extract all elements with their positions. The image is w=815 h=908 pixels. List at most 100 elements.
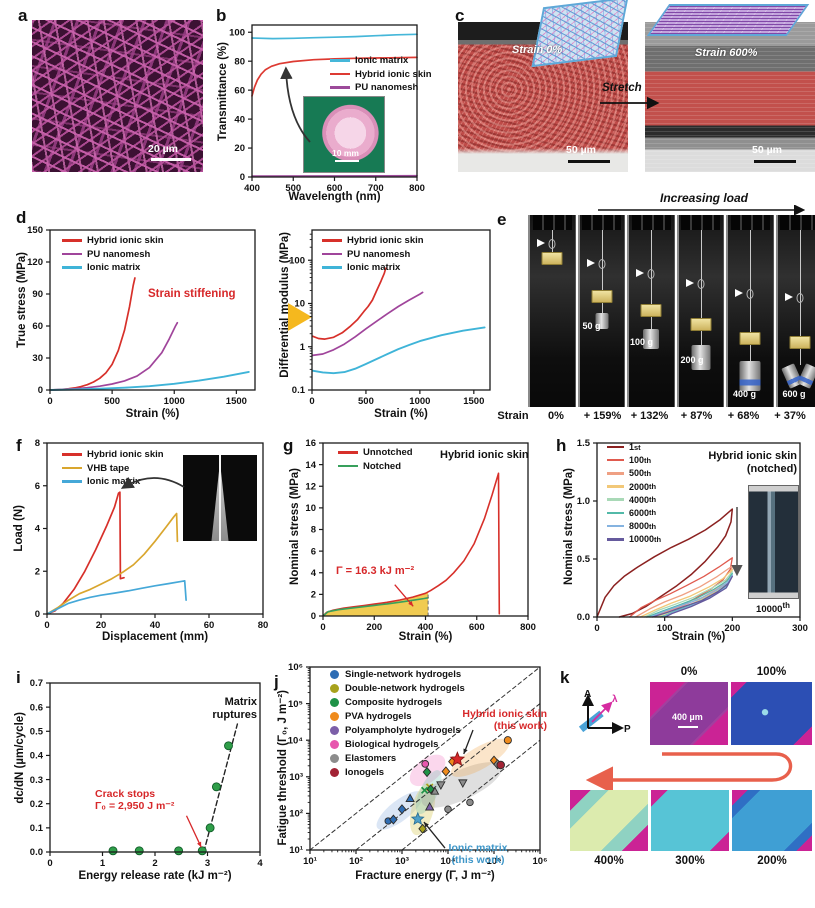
weight-label: 200 g	[680, 355, 704, 365]
notched-sample-photo	[748, 485, 799, 599]
d2-y-title: Differential modulus (MPa)	[279, 232, 291, 378]
svg-text:100: 100	[289, 255, 305, 266]
legend-sup: th	[649, 482, 657, 492]
legend-dot	[330, 712, 339, 721]
strain-readout-row: Strain 0% + 159% + 132% + 87% + 68% + 37…	[493, 410, 813, 422]
svg-text:4: 4	[311, 568, 317, 579]
k-sequence-arrow	[585, 752, 793, 790]
svg-text:10⁴: 10⁴	[288, 735, 304, 746]
c-caption-left: Strain 0%	[512, 44, 563, 56]
legend-label: Ionic matrix	[87, 476, 141, 487]
cycle-decrease-arrow	[731, 507, 743, 577]
polarizer-axis-label: P	[624, 724, 631, 735]
scalebar-k	[678, 726, 698, 728]
legend-dot	[330, 698, 339, 707]
f-y-title: Load (N)	[13, 505, 25, 552]
tear-photo-inset	[183, 455, 257, 541]
knot	[746, 289, 754, 299]
svg-text:4: 4	[257, 858, 263, 869]
legend-label: Ionic matrix	[355, 55, 409, 66]
legend-swatch	[338, 464, 358, 468]
legend-sup: st	[634, 442, 641, 452]
svg-text:500: 500	[285, 183, 301, 194]
legend-label: PU nanomesh	[87, 248, 151, 260]
knot	[647, 269, 655, 279]
svg-text:600: 600	[327, 183, 343, 194]
weight-400g	[739, 361, 761, 391]
svg-text:120: 120	[27, 257, 43, 268]
legend-dot	[330, 684, 339, 693]
svg-text:0.7: 0.7	[30, 678, 43, 689]
legend-label: Composite hydrogels	[345, 697, 443, 708]
panel-e-label: e	[497, 210, 507, 229]
k-strain-label: 400%	[594, 855, 624, 867]
svg-text:10⁵: 10⁵	[486, 856, 501, 867]
analyzer-axis-label: A	[584, 689, 591, 700]
legend-label: Double-network hydrogels	[345, 683, 465, 694]
legend-swatch	[330, 72, 350, 76]
legend-label: Hybrid ionic skin	[87, 449, 164, 460]
b-y-title: Transmittance (%)	[217, 42, 229, 142]
binder-clip	[532, 215, 572, 230]
h-inset-cycle: 10000	[756, 604, 783, 616]
svg-text:0: 0	[240, 172, 245, 183]
pointer-arrow-icon	[636, 269, 644, 277]
svg-text:200: 200	[724, 623, 740, 634]
svg-text:10³: 10³	[395, 856, 409, 867]
weight-600g	[796, 363, 815, 389]
svg-text:2: 2	[311, 590, 316, 601]
legend-label: Polyampholyte hydrogels	[345, 725, 461, 736]
pointer-arrow-icon	[586, 259, 595, 267]
legend-swatch	[607, 538, 624, 541]
svg-text:500: 500	[104, 396, 120, 407]
panel-k-label: k	[560, 668, 570, 687]
legend-label: Biological hydrogels	[345, 739, 439, 750]
f-x-title: Displacement (mm)	[101, 631, 209, 643]
polarized-image-200pct	[732, 790, 812, 851]
svg-text:400: 400	[418, 622, 434, 633]
load-photo-strip: 50 g 100 g 200 g 400 g	[528, 215, 815, 407]
strain-value: + 87%	[680, 410, 713, 422]
weight-50g	[595, 313, 609, 329]
pointer-arrow-icon	[735, 289, 743, 297]
legend-swatch	[62, 266, 82, 269]
svg-text:0: 0	[594, 623, 599, 634]
panel-g-label: g	[283, 436, 294, 455]
legend-label: 4000	[629, 494, 650, 505]
svg-text:1.5: 1.5	[577, 438, 591, 449]
svg-text:0.6: 0.6	[30, 702, 43, 713]
svg-text:800: 800	[520, 622, 536, 633]
svg-text:600: 600	[469, 622, 485, 633]
h-inset-label: 10000th	[748, 601, 798, 616]
svg-text:500: 500	[358, 396, 374, 407]
matrix-this-work-note: Ionic matrix (this work)	[448, 842, 508, 867]
svg-text:0: 0	[320, 622, 325, 633]
legend-label: Unnotched	[363, 447, 413, 458]
scalebar-c-right	[754, 160, 796, 163]
j-y-title: Fatigue threshold (Γ₀, J m⁻²)	[277, 690, 289, 846]
scalebar-b-text: 10 mm	[332, 148, 359, 158]
thread	[651, 230, 653, 329]
legend-swatch	[62, 453, 82, 456]
knot	[697, 279, 705, 289]
legend-swatch	[338, 451, 358, 454]
k-strain-label: 200%	[757, 855, 787, 867]
b-x-title: Wavelength (nm)	[288, 191, 381, 203]
panel-j-label: j	[274, 672, 279, 691]
svg-text:0.0: 0.0	[577, 612, 590, 623]
legend-label: 100	[629, 455, 645, 466]
weight-label: 400 g	[733, 389, 757, 399]
d2-x-title: Strain (%)	[374, 408, 428, 420]
load-photo	[528, 215, 576, 407]
matrix-ruptures-note: Matrix ruptures	[212, 696, 257, 721]
svg-text:10⁶: 10⁶	[533, 856, 548, 867]
knot	[548, 239, 556, 249]
increasing-load-title: Increasing load	[659, 191, 749, 205]
legend-dot	[330, 670, 339, 679]
panel-h-label: h	[556, 436, 567, 455]
g-legend: Unnotched Notched	[338, 447, 413, 472]
svg-text:0: 0	[309, 396, 314, 407]
svg-text:200: 200	[366, 622, 382, 633]
